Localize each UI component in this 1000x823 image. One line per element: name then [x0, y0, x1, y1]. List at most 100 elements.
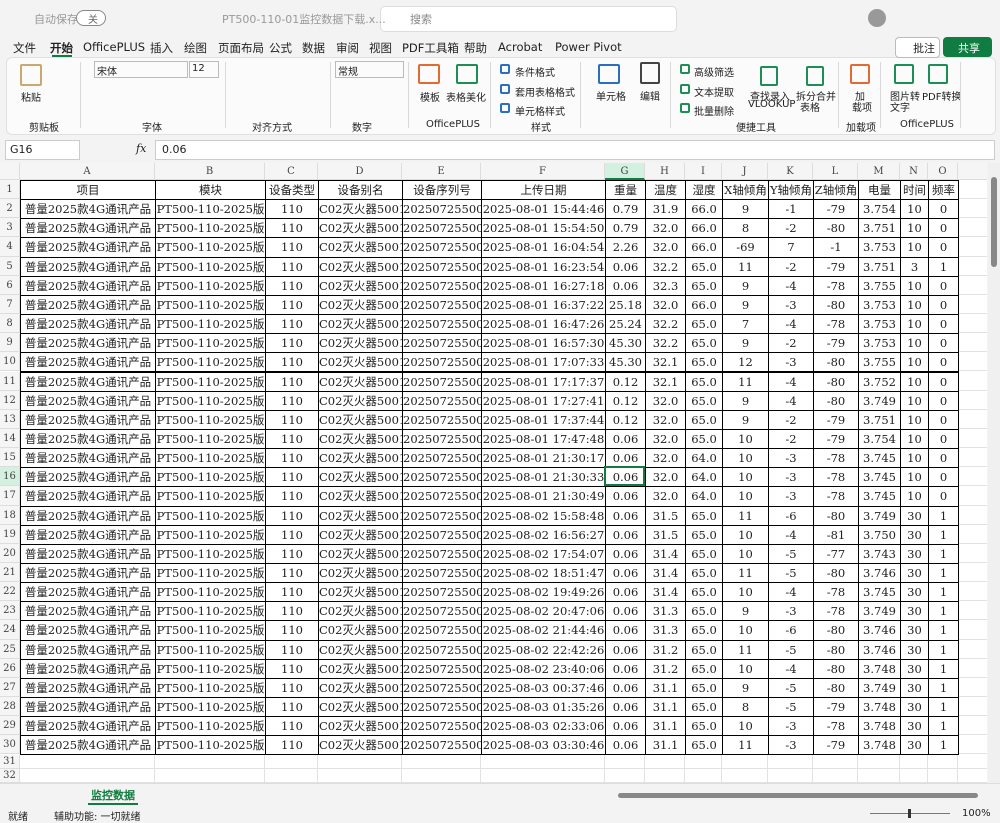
data-cell[interactable]: C02灭火器5001	[318, 199, 403, 220]
data-cell[interactable]: 1	[928, 601, 959, 622]
data-cell[interactable]: 2025-08-01 21:30:17	[481, 448, 606, 469]
data-cell[interactable]: 8	[722, 218, 769, 239]
row-header[interactable]: 32	[0, 768, 20, 783]
data-cell[interactable]: -3	[768, 486, 814, 507]
data-cell[interactable]: 0.79	[605, 218, 646, 239]
data-cell[interactable]: 0.06	[605, 428, 646, 450]
data-cell[interactable]: 0.06	[605, 620, 646, 641]
data-cell[interactable]: 30	[900, 620, 929, 641]
data-cell[interactable]: 10	[722, 467, 769, 488]
data-cell[interactable]: 2025-08-03 02:33:06	[481, 716, 606, 737]
row-header[interactable]: 13	[0, 409, 20, 429]
header-cell[interactable]: X轴倾角	[722, 180, 769, 201]
ribbon-tab[interactable]: 插入	[150, 41, 173, 55]
cells-button[interactable]: 单元格	[596, 92, 626, 103]
column-header[interactable]: L	[813, 163, 858, 180]
data-cell[interactable]: 65.0	[685, 658, 723, 679]
row-header[interactable]: 26	[0, 658, 20, 678]
data-cell[interactable]: 32.2	[645, 314, 686, 335]
row-header[interactable]: 19	[0, 524, 20, 544]
data-cell[interactable]: 3.753	[858, 314, 901, 335]
data-cell[interactable]: 30	[900, 677, 929, 699]
data-cell[interactable]: -5	[768, 697, 814, 718]
data-cell[interactable]: 65.0	[685, 620, 723, 641]
name-box[interactable]	[5, 140, 80, 160]
data-cell[interactable]: 31.4	[645, 582, 686, 603]
data-cell[interactable]: 65.0	[685, 275, 723, 296]
data-cell[interactable]: 普量2025款4G通讯产品	[20, 275, 156, 296]
header-cell[interactable]: Z轴倾角	[813, 180, 859, 201]
data-cell[interactable]: PT500-110-2025版	[155, 371, 266, 392]
ribbon-tab[interactable]: 视图	[369, 41, 392, 55]
data-cell[interactable]: 2025-08-01 16:04:54	[481, 237, 606, 258]
data-cell[interactable]: PT500-110-2025版	[155, 275, 266, 296]
data-cell[interactable]: C02灭火器5001	[318, 697, 403, 718]
data-cell[interactable]: C02灭火器5001	[318, 486, 403, 507]
data-cell[interactable]: -5	[768, 543, 814, 564]
column-header[interactable]: G	[605, 163, 645, 180]
data-cell[interactable]: 30	[900, 639, 929, 660]
row-header[interactable]: 17	[0, 486, 20, 506]
data-cell[interactable]: 7	[768, 237, 814, 258]
row-header[interactable]: 8	[0, 314, 20, 334]
data-cell[interactable]: C02灭火器5001	[318, 428, 403, 450]
data-cell[interactable]: 64.0	[685, 486, 723, 507]
data-cell[interactable]: 3.754	[858, 428, 901, 450]
data-cell[interactable]: -69	[722, 237, 769, 258]
data-cell[interactable]: -80	[813, 620, 859, 641]
data-cell[interactable]: 202507255001	[402, 256, 482, 277]
zoom-level[interactable]: 100%	[962, 808, 991, 819]
data-cell[interactable]: 普量2025款4G通讯产品	[20, 735, 156, 756]
data-cell[interactable]: 110	[265, 543, 319, 564]
data-cell[interactable]: 1	[928, 256, 959, 277]
data-cell[interactable]: -2	[768, 256, 814, 277]
data-cell[interactable]: 202507255001	[402, 448, 482, 469]
header-cell[interactable]: 项目	[20, 180, 156, 201]
header-cell[interactable]: 设备类型	[265, 180, 319, 201]
ribbon-tab[interactable]: 绘图	[184, 41, 207, 55]
row-header[interactable]: 7	[0, 294, 20, 315]
data-cell[interactable]: 2.26	[605, 237, 646, 258]
data-cell[interactable]: 65.0	[685, 256, 723, 277]
data-cell[interactable]: 110	[265, 620, 319, 641]
data-cell[interactable]: 32.0	[645, 237, 686, 258]
data-cell[interactable]: -80	[813, 505, 859, 526]
data-cell[interactable]: 1	[928, 639, 959, 660]
vlookup-button[interactable]: 查找录入	[750, 92, 790, 103]
addin-button[interactable]: 加	[855, 92, 865, 103]
data-cell[interactable]: 66.0	[685, 218, 723, 239]
data-cell[interactable]: 7	[722, 314, 769, 335]
data-cell[interactable]: -78	[813, 716, 859, 737]
header-cell[interactable]: 频率	[928, 180, 959, 201]
data-cell[interactable]: 31.3	[645, 601, 686, 622]
data-cell[interactable]: 110	[265, 390, 319, 411]
data-cell[interactable]: 202507255001	[402, 524, 482, 545]
data-cell[interactable]: 3.755	[858, 352, 901, 373]
data-cell[interactable]: 30	[900, 735, 929, 756]
data-cell[interactable]: 2025-08-02 23:40:06	[481, 658, 606, 679]
data-cell[interactable]: -77	[813, 543, 859, 564]
column-header[interactable]: I	[685, 163, 722, 180]
data-cell[interactable]: PT500-110-2025版	[155, 524, 266, 545]
row-header[interactable]: 29	[0, 716, 20, 736]
data-cell[interactable]: C02灭火器5001	[318, 314, 403, 335]
data-cell[interactable]: 0.06	[605, 639, 646, 660]
row-header[interactable]: 21	[0, 563, 20, 583]
data-cell[interactable]: C02灭火器5001	[318, 735, 403, 756]
data-cell[interactable]: -79	[813, 735, 859, 756]
data-cell[interactable]: 9	[722, 677, 769, 699]
data-cell[interactable]: 普量2025款4G通讯产品	[20, 524, 156, 545]
data-cell[interactable]: 32.0	[645, 486, 686, 507]
column-header[interactable]: O	[928, 163, 958, 180]
data-cell[interactable]: 2025-08-01 15:44:46	[481, 199, 606, 220]
row-header[interactable]: 24	[0, 620, 20, 640]
row-header[interactable]: 1	[0, 180, 20, 200]
data-cell[interactable]: 65.0	[685, 543, 723, 564]
header-cell[interactable]: 模块	[155, 180, 266, 201]
data-cell[interactable]: 65.0	[685, 314, 723, 335]
comment-button[interactable]	[895, 37, 940, 58]
data-cell[interactable]: 65.0	[685, 697, 723, 718]
column-header[interactable]: H	[645, 163, 685, 180]
data-cell[interactable]: C02灭火器5001	[318, 448, 403, 469]
data-cell[interactable]: 0.06	[605, 601, 646, 622]
